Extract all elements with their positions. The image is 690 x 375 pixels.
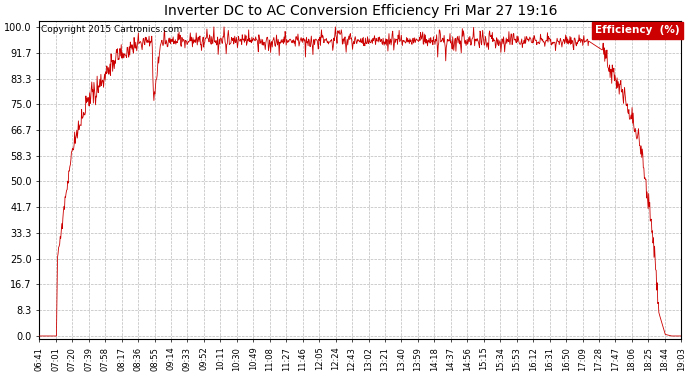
- Title: Inverter DC to AC Conversion Efficiency Fri Mar 27 19:16: Inverter DC to AC Conversion Efficiency …: [164, 4, 557, 18]
- Text: Efficiency  (%): Efficiency (%): [595, 26, 680, 36]
- Text: Copyright 2015 Cartronics.com: Copyright 2015 Cartronics.com: [41, 26, 182, 34]
